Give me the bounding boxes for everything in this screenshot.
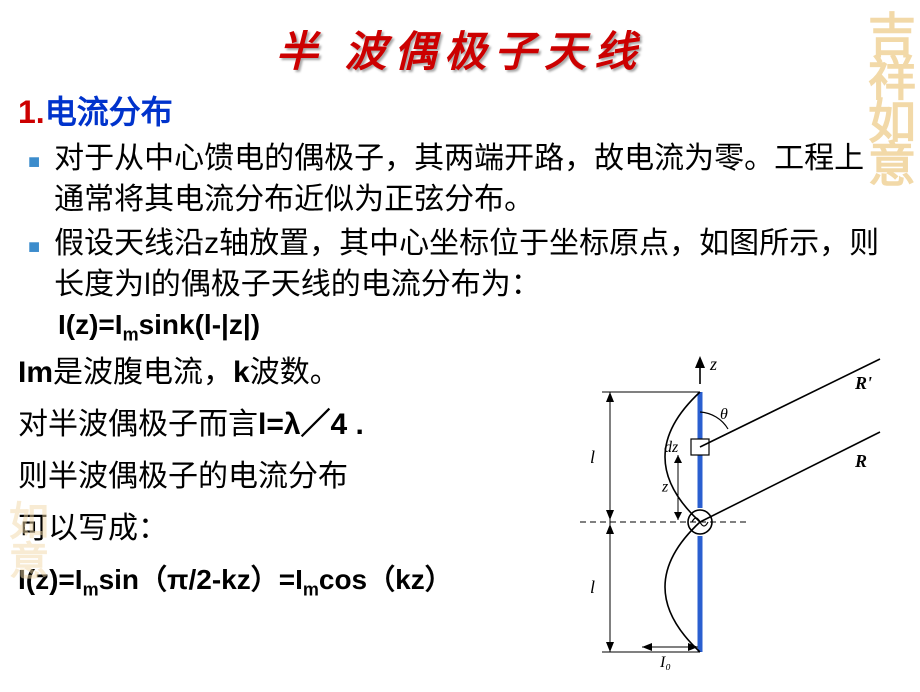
formula-2-sub2: m bbox=[303, 579, 319, 599]
bullet-text: 对于从中心馈电的偶极子，其两端开路，故电流为零。工程上通常将其电流分布近似为正弦… bbox=[54, 139, 892, 220]
body-line-1d: 波数。 bbox=[250, 356, 340, 389]
bullet-text: 假设天线沿z轴放置，其中心坐标位于坐标原点，如图所示，则长度为l的偶极子天线的电… bbox=[54, 224, 892, 305]
svg-text:l: l bbox=[590, 577, 595, 597]
formula-2c: cos（kz） bbox=[319, 564, 453, 595]
bullet-item: ■ 假设天线沿z轴放置，其中心坐标位于坐标原点，如图所示，则长度为l的偶极子天线… bbox=[0, 224, 920, 305]
svg-text:R: R bbox=[854, 451, 867, 471]
formula-2: I(z)=Imsin（π/2-kz）=Imcos（kz） bbox=[0, 560, 510, 603]
svg-text:z: z bbox=[709, 354, 717, 374]
body-line-2: 对半波偶极子而言l=λ／4 . bbox=[0, 404, 510, 446]
body-line-4: 可以写成： bbox=[0, 508, 510, 550]
body-line-3: 则半波偶极子的电流分布 bbox=[0, 456, 510, 498]
body-line-2b: l=λ／4 . bbox=[258, 408, 364, 441]
formula-2-sub1: m bbox=[83, 579, 99, 599]
formula-2b: sin（π/2-kz）=I bbox=[99, 564, 303, 595]
formula-1-pre: I(z)=I bbox=[58, 309, 123, 340]
svg-text:dz: dz bbox=[664, 439, 679, 456]
formula-1: I(z)=Imsink(l-|z|) bbox=[0, 309, 920, 346]
svg-text:R': R' bbox=[854, 373, 872, 393]
bullet-marker-icon: ■ bbox=[28, 234, 40, 261]
body-line-2a: 对半波偶极子而言 bbox=[18, 408, 258, 441]
formula-1-post: sink(l-|z|) bbox=[139, 309, 260, 340]
left-column: Im是波腹电流，k波数。 对半波偶极子而言l=λ／4 . 则半波偶极子的电流分布… bbox=[0, 352, 510, 613]
slide-title: 半 波偶极子天线 bbox=[0, 0, 920, 87]
section-number: 1. bbox=[18, 94, 45, 130]
svg-text:l: l bbox=[590, 447, 595, 467]
section-text: 电流分布 bbox=[45, 94, 173, 130]
formula-2a: I(z)=I bbox=[18, 564, 83, 595]
section-heading: 1.电流分布 bbox=[0, 87, 920, 133]
dipole-svg: z dz z l l I₀ R R' θ bbox=[510, 352, 890, 692]
body-line-1: Im是波腹电流，k波数。 bbox=[0, 352, 510, 394]
svg-text:I₀: I₀ bbox=[659, 654, 671, 671]
svg-text:θ: θ bbox=[720, 406, 728, 423]
body-line-1c: k bbox=[233, 356, 250, 389]
svg-text:z: z bbox=[661, 478, 669, 495]
bullet-item: ■ 对于从中心馈电的偶极子，其两端开路，故电流为零。工程上通常将其电流分布近似为… bbox=[0, 139, 920, 220]
formula-1-sub: m bbox=[123, 325, 139, 345]
body-line-1b: 是波腹电流， bbox=[53, 356, 233, 389]
body-line-1a: Im bbox=[18, 356, 53, 389]
dipole-diagram: z dz z l l I₀ R R' θ bbox=[510, 352, 920, 692]
bullet-marker-icon: ■ bbox=[28, 149, 40, 176]
